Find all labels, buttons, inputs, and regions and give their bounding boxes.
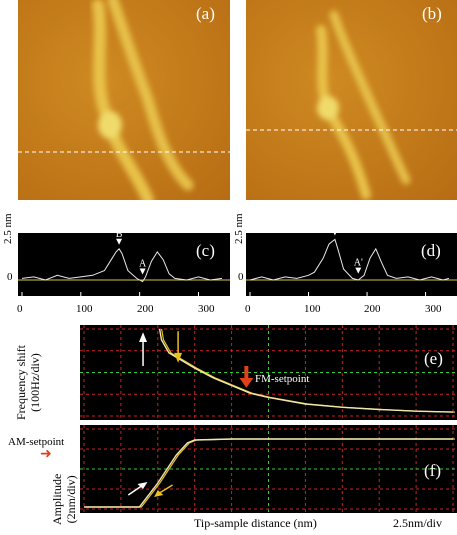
plot-f-ylabel: Amplitude (2nm/div) <box>50 474 78 525</box>
profile-d-yzero: 0 <box>238 271 244 283</box>
x-axis-label: Tip-sample distance (nm) <box>194 516 317 530</box>
plot-e-chart <box>80 325 457 420</box>
x-scale-label: 2.5nm/div <box>393 516 443 530</box>
panel-label-e: (e) <box>424 349 443 368</box>
profile-d-profile-line <box>249 238 450 281</box>
plot-e-yellow-arrow-icon <box>174 352 183 363</box>
afm-image-a-graphic <box>18 0 230 200</box>
plot-e-ylabel-line1: Frequency shift <box>14 345 28 420</box>
am-setpoint-label: AM-setpoint <box>8 436 65 448</box>
plot-f-curve-approach <box>84 438 453 508</box>
plot-e-curve-approach <box>158 328 454 413</box>
plot-f-white-arrow-icon <box>137 482 148 489</box>
afm-image-a: (a) <box>18 0 230 200</box>
profile-c-marker-label-0: B <box>116 233 123 240</box>
panel-label-f: (f) <box>424 461 441 480</box>
profile-c-xtick-3: 300 <box>198 303 215 315</box>
plot-e-white-arrow-icon <box>139 332 148 343</box>
profile-c-marker-label-1: A <box>139 258 147 269</box>
profile-d-yunit: 2.5 nm <box>233 213 245 244</box>
profile-d-marker-1 <box>355 267 362 274</box>
panel-label-c: (c) <box>196 241 215 260</box>
profile-c-yunit: 2.5 nm <box>2 213 14 244</box>
profile-d-xtick-2: 200 <box>364 303 381 315</box>
profile-d-marker-label-1: A' <box>354 258 363 269</box>
afm-image-b-graphic <box>246 0 457 200</box>
profile-c-xtick-0: 0 <box>17 303 23 315</box>
afm-image-b: (b) <box>246 0 457 200</box>
profile-c-yzero: 0 <box>7 271 13 283</box>
profile-d-xtick-1: 100 <box>304 303 321 315</box>
profile-c-xtick-2: 200 <box>137 303 154 315</box>
profile-d-xtick-0: 0 <box>245 303 251 315</box>
fm-setpoint-label: FM-setpoint <box>255 373 310 385</box>
profile-c-profile-line <box>21 247 223 283</box>
panel-label-d: (d) <box>421 241 441 260</box>
plot-f-chart <box>80 425 457 513</box>
am-setpoint-arrow-icon: ➜ <box>40 447 52 462</box>
profile-c-xtick-1: 100 <box>76 303 93 315</box>
plot-f-yellow-arrow-icon <box>154 490 164 497</box>
plot-e-curve-retract <box>161 328 456 413</box>
fm-setpoint-arrow-icon <box>239 377 254 388</box>
profile-d-xtick-3: 300 <box>425 303 442 315</box>
plot-e-ylabel-line2: (100Hz/div) <box>28 353 42 412</box>
plot-f-ylabel-line2: (2nm/div) <box>64 475 78 524</box>
plot-e-ylabel: Frequency shift (100Hz/div) <box>14 345 42 420</box>
profile-c-chart: BA <box>18 229 230 296</box>
plot-e-screen: (e) FM-setpoint <box>80 325 457 420</box>
profile-d-plot: B'A' (d) <box>246 219 457 296</box>
panel-label-a: (a) <box>196 4 215 23</box>
profile-c-marker-1 <box>139 268 146 275</box>
plot-f-ylabel-line1: Amplitude <box>50 473 64 525</box>
panel-label-b: (b) <box>422 4 442 23</box>
profile-c-marker-0 <box>116 238 123 245</box>
profile-d-marker-0 <box>331 229 338 236</box>
plot-f-screen: (f) <box>80 425 457 513</box>
